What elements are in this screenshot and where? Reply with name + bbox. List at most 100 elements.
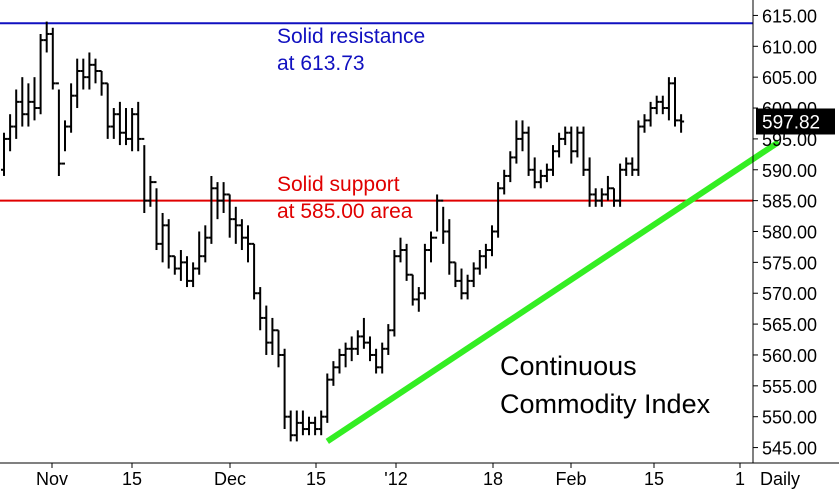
ohlc-bar — [275, 329, 282, 368]
x-tick-label: 18 — [483, 469, 503, 489]
ohlc-bar — [25, 83, 32, 127]
y-tick-label: 615.00 — [762, 6, 817, 26]
ohlc-bar — [104, 82, 111, 139]
ohlc-bar — [135, 101, 142, 152]
y-tick-label: 550.00 — [762, 408, 817, 428]
ohlc-bar — [531, 157, 538, 189]
ohlc-bar — [110, 108, 117, 139]
ohlc-bar — [269, 317, 276, 355]
ohlc-bar — [226, 193, 233, 238]
ohlc-bar — [324, 373, 331, 423]
support-label-line-1: Solid support — [277, 173, 400, 196]
ohlc-bar — [257, 287, 264, 331]
x-tick-label: 1 — [735, 469, 745, 489]
ohlc-bar — [495, 182, 502, 238]
x-tick-label: Nov — [36, 469, 68, 489]
ohlc-bar — [220, 182, 227, 213]
ohlc-bar — [653, 95, 660, 115]
ohlc-bar — [312, 416, 319, 436]
ohlc-bar — [367, 336, 373, 362]
ohlc-bar — [592, 188, 599, 207]
uptrend-line — [325, 139, 781, 444]
ohlc-bar — [397, 237, 404, 263]
ohlc-bar — [147, 175, 154, 207]
x-tick-label: Feb — [555, 469, 586, 489]
x-tick-label: '12 — [384, 469, 407, 489]
ohlc-bar — [263, 305, 270, 355]
y-tick-label: 595.00 — [762, 130, 817, 150]
ohlc-bar — [281, 348, 288, 430]
ohlc-bar — [74, 58, 81, 109]
ohlc-bar — [470, 262, 477, 288]
ohlc-bar — [49, 27, 56, 90]
ohlc-bar — [141, 137, 148, 213]
chart-title-line-2: Commodity Index — [500, 389, 711, 419]
ohlc-bar — [659, 95, 666, 115]
ohlc-bar — [629, 157, 636, 176]
ohlc-bar — [543, 163, 550, 183]
ohlc-bar — [171, 255, 178, 275]
ohlc-bar — [568, 126, 575, 164]
ohlc-bar — [68, 83, 75, 133]
ohlc-bar — [379, 342, 386, 374]
ohlc-bar — [37, 33, 44, 115]
x-tick-label: Dec — [214, 469, 246, 489]
ohlc-bar — [153, 181, 160, 251]
ohlc-bar — [464, 274, 471, 300]
chart-title-line-1: Continuous — [500, 351, 637, 381]
y-tick-label: 555.00 — [762, 377, 817, 397]
ohlc-bar — [123, 108, 129, 146]
ohlc-bar — [409, 273, 416, 306]
ohlc-bar — [507, 151, 514, 183]
ohlc-bar — [672, 77, 678, 127]
ohlc-bar — [574, 126, 581, 158]
ohlc-bar — [373, 348, 380, 374]
ohlc-bar — [556, 132, 563, 158]
ohlc-bar — [177, 250, 184, 281]
ohlc-bar — [403, 243, 410, 281]
ohlc-bar — [623, 157, 630, 176]
ohlc-bar — [476, 250, 483, 275]
ohlc-bar — [391, 250, 398, 337]
ohlc-bar — [641, 114, 648, 133]
ohlc-bar — [190, 262, 197, 288]
ohlc-bar — [611, 187, 617, 207]
ohlc-bar — [598, 188, 605, 207]
ohlc-bar — [86, 52, 93, 90]
ohlc-bar — [635, 120, 642, 176]
ohlc-bar — [458, 268, 465, 300]
ohlc-bar — [678, 114, 685, 133]
ohlc-bar — [1, 132, 7, 176]
y-tick-label: 565.00 — [762, 315, 817, 335]
ohlc-bar — [665, 77, 672, 121]
ohlc-bar — [245, 225, 251, 263]
ohlc-bar — [80, 58, 87, 90]
y-tick-label: 580.00 — [762, 223, 817, 243]
ohlc-bar — [562, 126, 569, 146]
x-tick-label: 15 — [306, 469, 326, 489]
resistance-label-line-1: Solid resistance — [277, 25, 425, 48]
ohlc-bar — [452, 261, 459, 288]
x-tick-label: 15 — [644, 469, 664, 489]
ohlc-bar — [580, 126, 587, 176]
ohlc-bar — [13, 89, 20, 139]
ohlc-bar — [647, 101, 654, 127]
ohlc-bar — [501, 169, 508, 195]
ohlc-bar — [62, 120, 68, 165]
y-tick-label: 560.00 — [762, 346, 817, 366]
ohlc-bar — [232, 206, 239, 244]
ohlc-bar — [385, 324, 392, 355]
ohlc-bar — [55, 82, 62, 176]
ohlc-bar — [421, 243, 428, 300]
ohlc-bar — [7, 114, 14, 152]
y-tick-label: 575.00 — [762, 253, 817, 273]
ohlc-bar — [354, 330, 361, 355]
y-tick-label: 585.00 — [762, 192, 817, 212]
ohlc-bar — [525, 126, 532, 176]
ohlc-bar — [129, 108, 136, 152]
ohlc-bar — [489, 225, 495, 257]
ohlc-bar — [214, 182, 221, 220]
ohlc-bar — [238, 219, 245, 251]
y-tick-label: 545.00 — [762, 439, 817, 459]
